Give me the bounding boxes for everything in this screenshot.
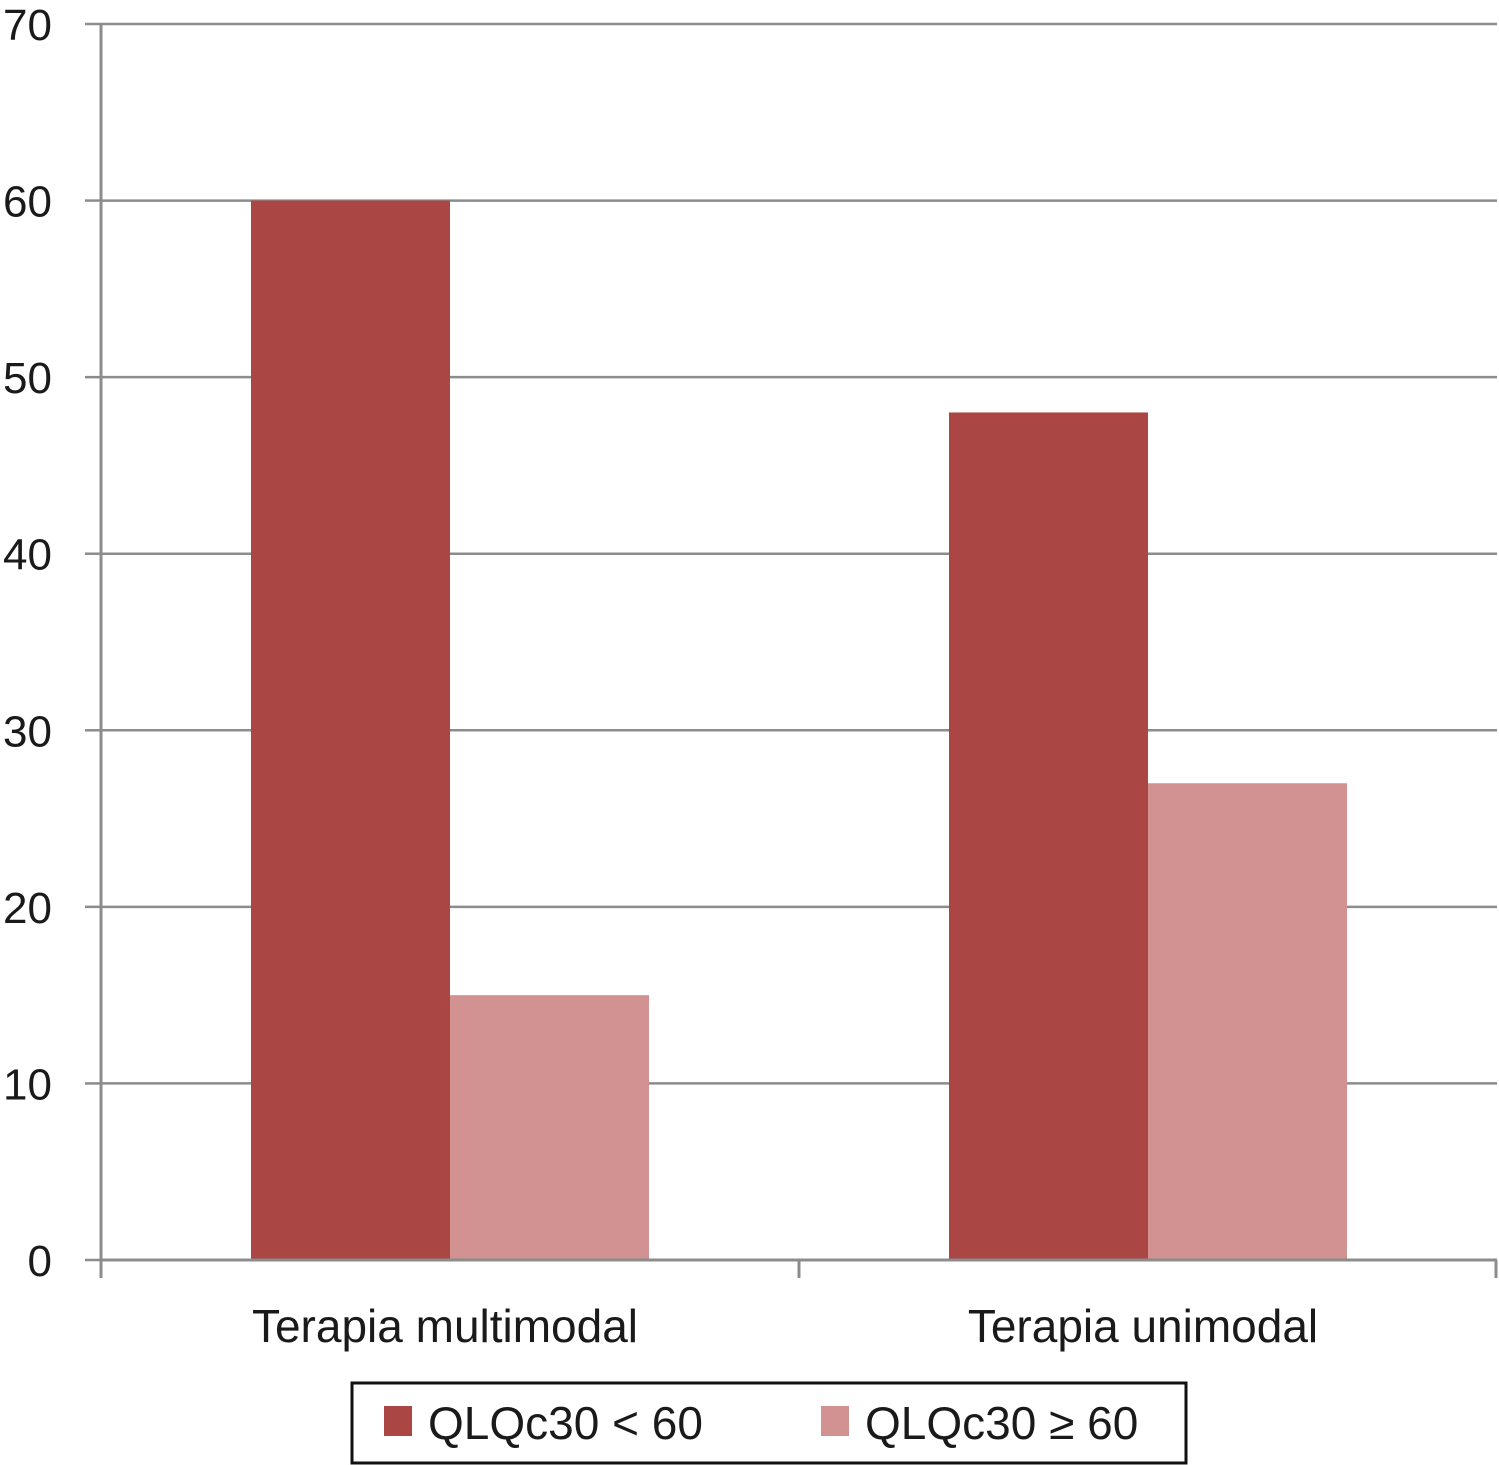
legend-swatch-series-2: [821, 1406, 849, 1436]
y-tick-label-70: 70: [3, 1, 52, 50]
legend-label-series-2: QLQc30 ≥ 60: [865, 1397, 1138, 1449]
x-category-labels: Terapia multimodal Terapia unimodal: [252, 1300, 1318, 1352]
bar-2-2: [1148, 783, 1347, 1260]
legend: QLQc30 < 60 QLQc30 ≥ 60: [350, 1381, 1188, 1465]
y-tick-labels: 0 10 20 30 40 50 60 70: [3, 1, 52, 1286]
axes: [85, 22, 1498, 1278]
y-tick-label-60: 60: [3, 178, 52, 227]
bar-1-1: [251, 200, 450, 1261]
x-category-label-1: Terapia multimodal: [252, 1300, 638, 1352]
y-tick-label-10: 10: [3, 1060, 52, 1109]
x-category-label-2: Terapia unimodal: [968, 1300, 1318, 1352]
y-tick-label-50: 50: [3, 354, 52, 403]
bar-1-2: [949, 412, 1148, 1260]
y-tick-label-30: 30: [3, 707, 52, 756]
y-tick-label-40: 40: [3, 531, 52, 580]
legend-box: [350, 1381, 1188, 1465]
legend-label-series-1: QLQc30 < 60: [428, 1397, 703, 1449]
y-tick-label-20: 20: [3, 884, 52, 933]
bars: [251, 200, 1347, 1261]
legend-swatch-series-1: [384, 1406, 412, 1436]
y-tick-label-0: 0: [28, 1237, 52, 1286]
bar-2-1: [450, 995, 649, 1260]
